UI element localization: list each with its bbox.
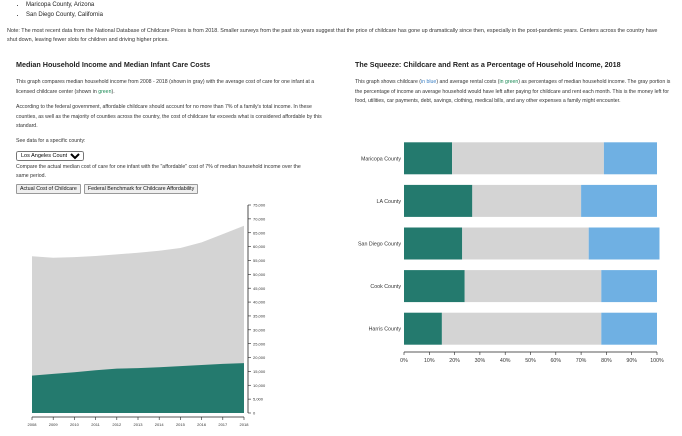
data-note: Note: The most recent data from the Nati… — [7, 28, 658, 43]
blue-legend-word: in blue — [421, 79, 437, 85]
description-text: ) as percentages of median household inc… — [355, 79, 671, 104]
county-bar-label: LA County — [377, 199, 402, 205]
county-select[interactable]: Los Angeles County — [16, 150, 84, 161]
description-text: This graph shows childcare ( — [355, 79, 422, 85]
x-tick-label: 2013 — [134, 422, 144, 427]
y-tick-label: 15,000 — [253, 369, 266, 374]
squeeze-stacked-bar-chart: Maricopa County LA County San Diego County… — [358, 142, 664, 364]
county-list-item: San Diego County, California — [26, 10, 103, 20]
childcare-segment — [601, 312, 657, 345]
income-childcare-section: Median Household Income and Median Infan… — [16, 60, 334, 194]
rent-segment — [404, 312, 442, 345]
affordability-description: According to the federal government, aff… — [16, 104, 322, 129]
x-tick-label: 20% — [449, 358, 460, 364]
y-tick-label: 50,000 — [253, 272, 266, 277]
county-select-label: See data for a specific county: — [16, 137, 86, 144]
county-list: Maricopa County, Arizona San Diego Count… — [14, 0, 103, 20]
remaining-income-segment — [452, 142, 604, 175]
remaining-income-segment — [441, 312, 602, 345]
green-legend-word: green — [98, 88, 112, 95]
y-tick-label: 0 — [253, 411, 256, 416]
remaining-income-segment — [462, 227, 589, 260]
x-tick-label: 70% — [576, 358, 587, 364]
rent-segment — [404, 184, 473, 217]
county-bar-label: Maricopa County — [361, 156, 401, 162]
y-tick-label: 55,000 — [253, 258, 266, 263]
x-tick-label: 80% — [601, 358, 612, 364]
income-childcare-area-chart: 0 5,000 10,000 15,000 20,000 25,000 30,000 35,0… — [28, 203, 266, 427]
x-tick-label: 2017 — [218, 422, 228, 427]
x-tick-label: 2016 — [197, 422, 207, 427]
childcare-segment — [603, 142, 657, 175]
description-text: ) and average rental costs ( — [436, 79, 500, 85]
squeeze-chart-title: The Squeeze: Childcare and Rent as a Per… — [355, 60, 621, 69]
childcare-segment — [588, 227, 660, 260]
remaining-income-segment — [464, 270, 602, 303]
income-chart-title: Median Household Income and Median Infan… — [16, 60, 211, 69]
squeeze-section: The Squeeze: Childcare and Rent as a Per… — [355, 60, 671, 113]
x-tick-label: 0% — [400, 358, 408, 364]
y-tick-label: 20,000 — [253, 355, 266, 360]
squeeze-chart-description: This graph shows childcare (in blue) and… — [355, 78, 671, 107]
y-tick-label: 60,000 — [253, 244, 266, 249]
x-tick-label: 50% — [525, 358, 536, 364]
y-tick-label: 65,000 — [253, 230, 266, 235]
x-tick-label: 2009 — [49, 422, 59, 427]
y-tick-label: 30,000 — [253, 327, 266, 332]
county-bar-label: Cook County — [370, 284, 401, 290]
federal-benchmark-button[interactable]: Federal Benchmark for Childcare Affordab… — [83, 183, 199, 194]
x-tick-label: 30% — [475, 358, 486, 364]
rent-segment — [404, 270, 465, 303]
x-tick-label: 10% — [424, 358, 435, 364]
chart-mode-buttons: Actual Cost of Childcare Federal Benchma… — [16, 183, 334, 194]
x-tick-label: 2011 — [91, 422, 100, 427]
x-tick-label: 60% — [550, 358, 561, 364]
remaining-income-segment — [472, 184, 582, 217]
x-tick-label: 40% — [500, 358, 511, 364]
x-tick-label: 2010 — [70, 422, 80, 427]
county-bar-label: San Diego County — [358, 242, 401, 248]
x-tick-label: 2018 — [240, 422, 250, 427]
description-text: This graph compares median household inc… — [16, 79, 315, 95]
y-tick-label: 75,000 — [253, 203, 266, 208]
y-tick-label: 5,000 — [253, 397, 264, 402]
x-tick-label: 90% — [626, 358, 637, 364]
x-tick-label: 2015 — [176, 422, 186, 427]
x-tick-label: 100% — [650, 358, 664, 364]
compare-description: Compare the actual median cost of care f… — [16, 163, 301, 180]
actual-cost-button[interactable]: Actual Cost of Childcare — [16, 183, 81, 194]
y-tick-label: 25,000 — [253, 341, 266, 346]
x-tick-label: 2014 — [155, 422, 165, 427]
childcare-segment — [601, 270, 657, 303]
rent-segment — [404, 227, 463, 260]
y-tick-label: 40,000 — [253, 300, 266, 305]
y-tick-label: 35,000 — [253, 314, 266, 319]
green-legend-word: in green — [499, 79, 519, 85]
y-tick-label: 70,000 — [253, 216, 266, 221]
childcare-segment — [581, 184, 657, 217]
income-chart-description: This graph compares median household inc… — [16, 78, 334, 97]
infant-care-cost-area — [32, 363, 244, 413]
county-bar-label: Harris County — [369, 327, 402, 333]
description-text: ). — [111, 88, 115, 95]
y-tick-label: 45,000 — [253, 286, 266, 291]
y-tick-label: 10,000 — [253, 383, 266, 388]
county-list-item: Maricopa County, Arizona — [26, 0, 103, 10]
x-tick-label: 2012 — [112, 422, 122, 427]
rent-segment — [404, 142, 453, 175]
x-tick-label: 2008 — [28, 422, 38, 427]
